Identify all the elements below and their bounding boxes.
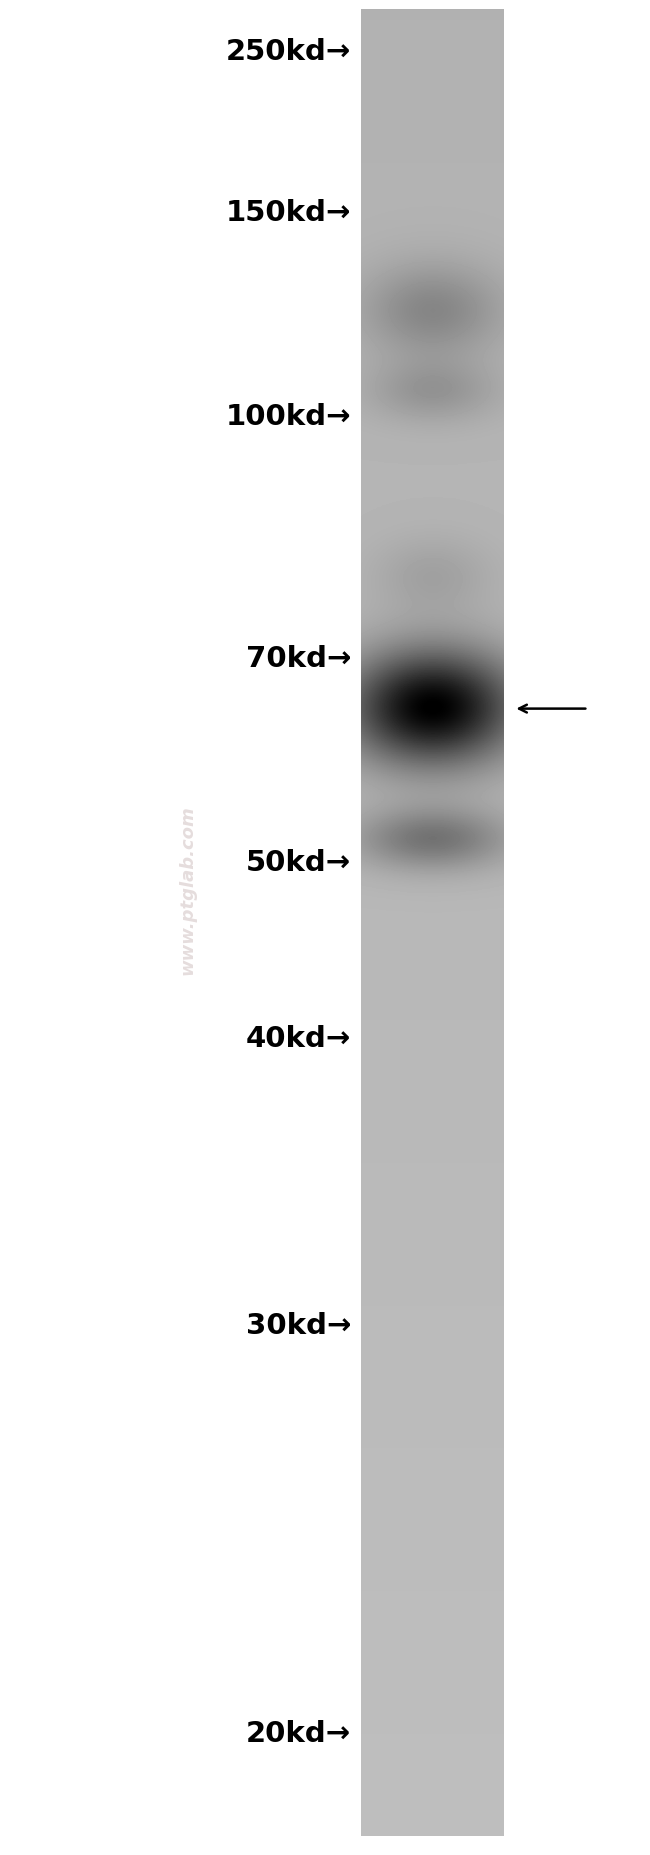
Text: 50kd→: 50kd→: [246, 848, 351, 877]
Text: 20kd→: 20kd→: [246, 1720, 351, 1749]
Text: 250kd→: 250kd→: [226, 37, 351, 67]
Text: 30kd→: 30kd→: [246, 1311, 351, 1341]
Text: 70kd→: 70kd→: [246, 644, 351, 673]
Text: 150kd→: 150kd→: [226, 198, 351, 228]
Text: www.ptglab.com: www.ptglab.com: [179, 805, 196, 976]
Text: 40kd→: 40kd→: [246, 1024, 351, 1054]
Text: 100kd→: 100kd→: [226, 403, 351, 432]
